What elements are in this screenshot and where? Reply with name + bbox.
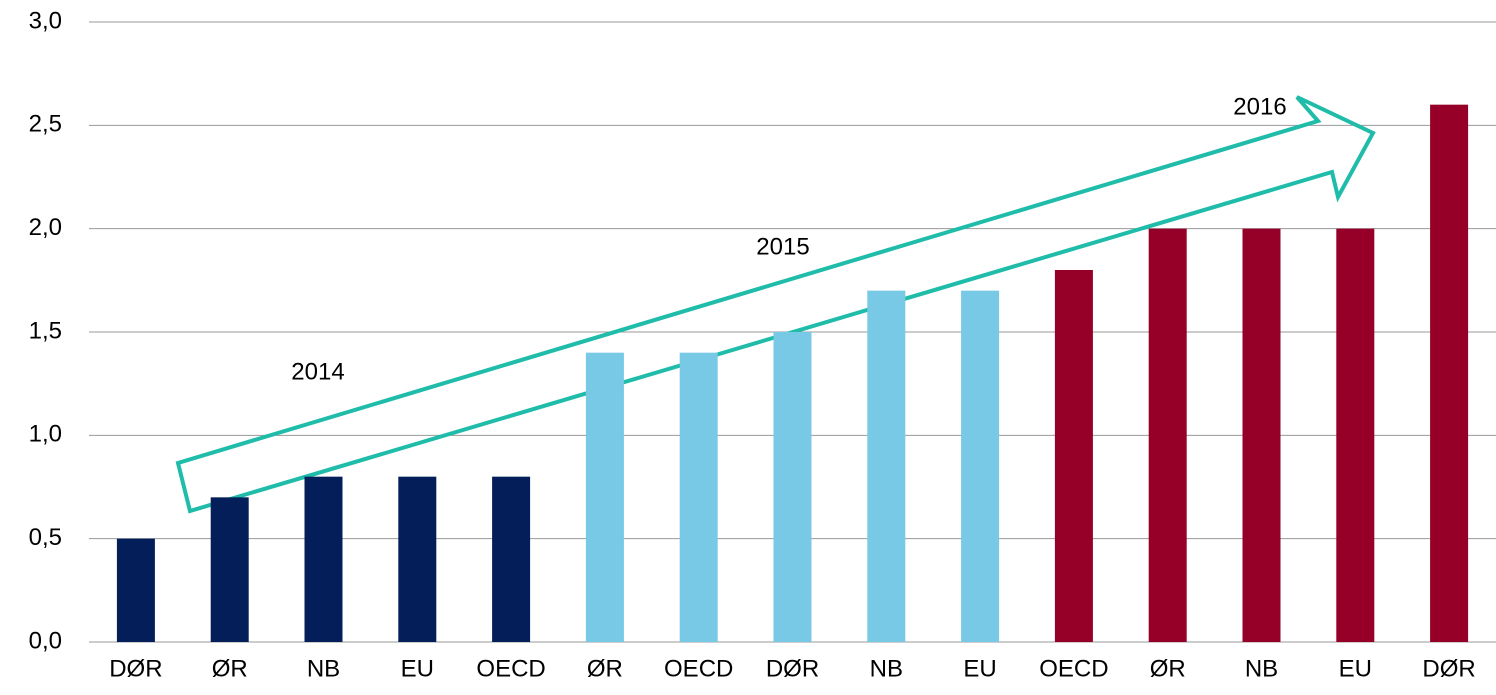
bar bbox=[773, 332, 812, 642]
x-tick-label: OECD bbox=[1039, 655, 1108, 682]
x-tick-label: DØR bbox=[1422, 655, 1475, 682]
bar bbox=[867, 290, 906, 642]
bar bbox=[1148, 228, 1187, 642]
x-tick-label: OECD bbox=[476, 655, 545, 682]
annotation: 2014 bbox=[291, 358, 344, 385]
y-tick-label: 3,0 bbox=[29, 7, 62, 34]
bar bbox=[679, 352, 718, 642]
x-tick-label: ØR bbox=[212, 655, 248, 682]
x-tick-label: NB bbox=[1245, 655, 1278, 682]
x-tick-label: DØR bbox=[766, 655, 819, 682]
annotation: 2016 bbox=[1233, 93, 1286, 120]
bar bbox=[492, 476, 531, 642]
x-tick-label: EU bbox=[1339, 655, 1372, 682]
x-tick-label: DØR bbox=[109, 655, 162, 682]
bar bbox=[1054, 270, 1093, 642]
x-tick-label: ØR bbox=[1150, 655, 1186, 682]
y-tick-label: 1,5 bbox=[29, 317, 62, 344]
x-tick-label: EU bbox=[401, 655, 434, 682]
bar bbox=[1336, 228, 1375, 642]
bar bbox=[304, 476, 343, 642]
y-tick-label: 0,5 bbox=[29, 524, 62, 551]
x-tick-label: NB bbox=[870, 655, 903, 682]
annotation: 2015 bbox=[756, 233, 809, 260]
x-tick-label: NB bbox=[307, 655, 340, 682]
bar bbox=[1430, 104, 1469, 642]
y-tick-label: 1,0 bbox=[29, 421, 62, 448]
bar bbox=[116, 538, 155, 642]
y-tick-label: 2,5 bbox=[29, 111, 62, 138]
bar bbox=[398, 476, 437, 642]
bar bbox=[961, 290, 1000, 642]
x-tick-label: ØR bbox=[587, 655, 623, 682]
bar bbox=[210, 497, 249, 642]
x-tick-label: EU bbox=[963, 655, 996, 682]
y-tick-label: 0,0 bbox=[29, 627, 62, 654]
trend-arrow bbox=[175, 95, 1376, 514]
x-tick-label: OECD bbox=[664, 655, 733, 682]
bar bbox=[1242, 228, 1281, 642]
bar bbox=[585, 352, 624, 642]
y-tick-label: 2,0 bbox=[29, 214, 62, 241]
